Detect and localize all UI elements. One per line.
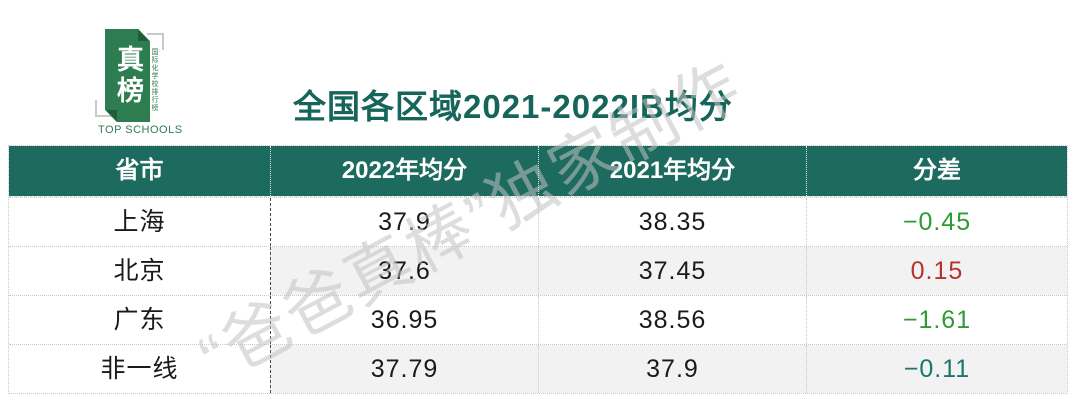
logo-side-text: 国际化学校排行榜	[151, 48, 158, 112]
zhenbang-logo: 真榜 国际化学校排行榜 TOP SCHOOLS	[95, 24, 182, 140]
column-header-diff: 分差	[806, 146, 1067, 196]
province-cell: 上海	[9, 198, 270, 246]
logo-subtitle: TOP SCHOOLS	[98, 124, 183, 136]
logo-fold-bottom-left-icon	[106, 110, 117, 121]
table-row: 非一线 37.79 37.9 −0.11	[9, 344, 1067, 393]
score-2022-cell: 37.6	[270, 247, 538, 295]
score-2021-cell: 38.56	[538, 296, 806, 344]
score-2022-cell: 37.9	[270, 198, 538, 246]
province-cell: 非一线	[9, 345, 270, 393]
logo-main-text: 真榜	[113, 44, 143, 107]
column-header-2021-score: 2021年均分	[538, 146, 806, 196]
logo-corner-bracket-top-right-icon	[147, 33, 164, 50]
score-2021-cell: 37.45	[538, 247, 806, 295]
score-2021-cell: 37.9	[538, 345, 806, 393]
diff-cell: −0.11	[806, 345, 1067, 393]
page-title: 全国各区域2021-2022IB均分	[293, 88, 733, 125]
score-table: 省市 2022年均分 2021年均分 分差 上海 37.9 38.35 −0.4…	[8, 145, 1068, 394]
logo-fold-top-right-icon	[138, 30, 149, 41]
score-2021-cell: 38.35	[538, 198, 806, 246]
province-cell: 广东	[9, 296, 270, 344]
diff-cell: −1.61	[806, 296, 1067, 344]
table-row: 广东 36.95 38.56 −1.61	[9, 295, 1067, 344]
column-header-province: 省市	[9, 146, 270, 196]
score-2022-cell: 36.95	[270, 296, 538, 344]
diff-cell: 0.15	[806, 247, 1067, 295]
score-2022-cell: 37.79	[270, 345, 538, 393]
column-header-2022-score: 2022年均分	[270, 146, 538, 196]
table-header-row: 省市 2022年均分 2021年均分 分差	[9, 146, 1067, 197]
logo-corner-bracket-bottom-left-icon	[95, 100, 112, 117]
logo-paper-icon: 真榜	[105, 29, 150, 122]
table-row: 上海 37.9 38.35 −0.45	[9, 197, 1067, 246]
diff-cell: −0.45	[806, 198, 1067, 246]
table-row: 北京 37.6 37.45 0.15	[9, 246, 1067, 295]
province-cell: 北京	[9, 247, 270, 295]
